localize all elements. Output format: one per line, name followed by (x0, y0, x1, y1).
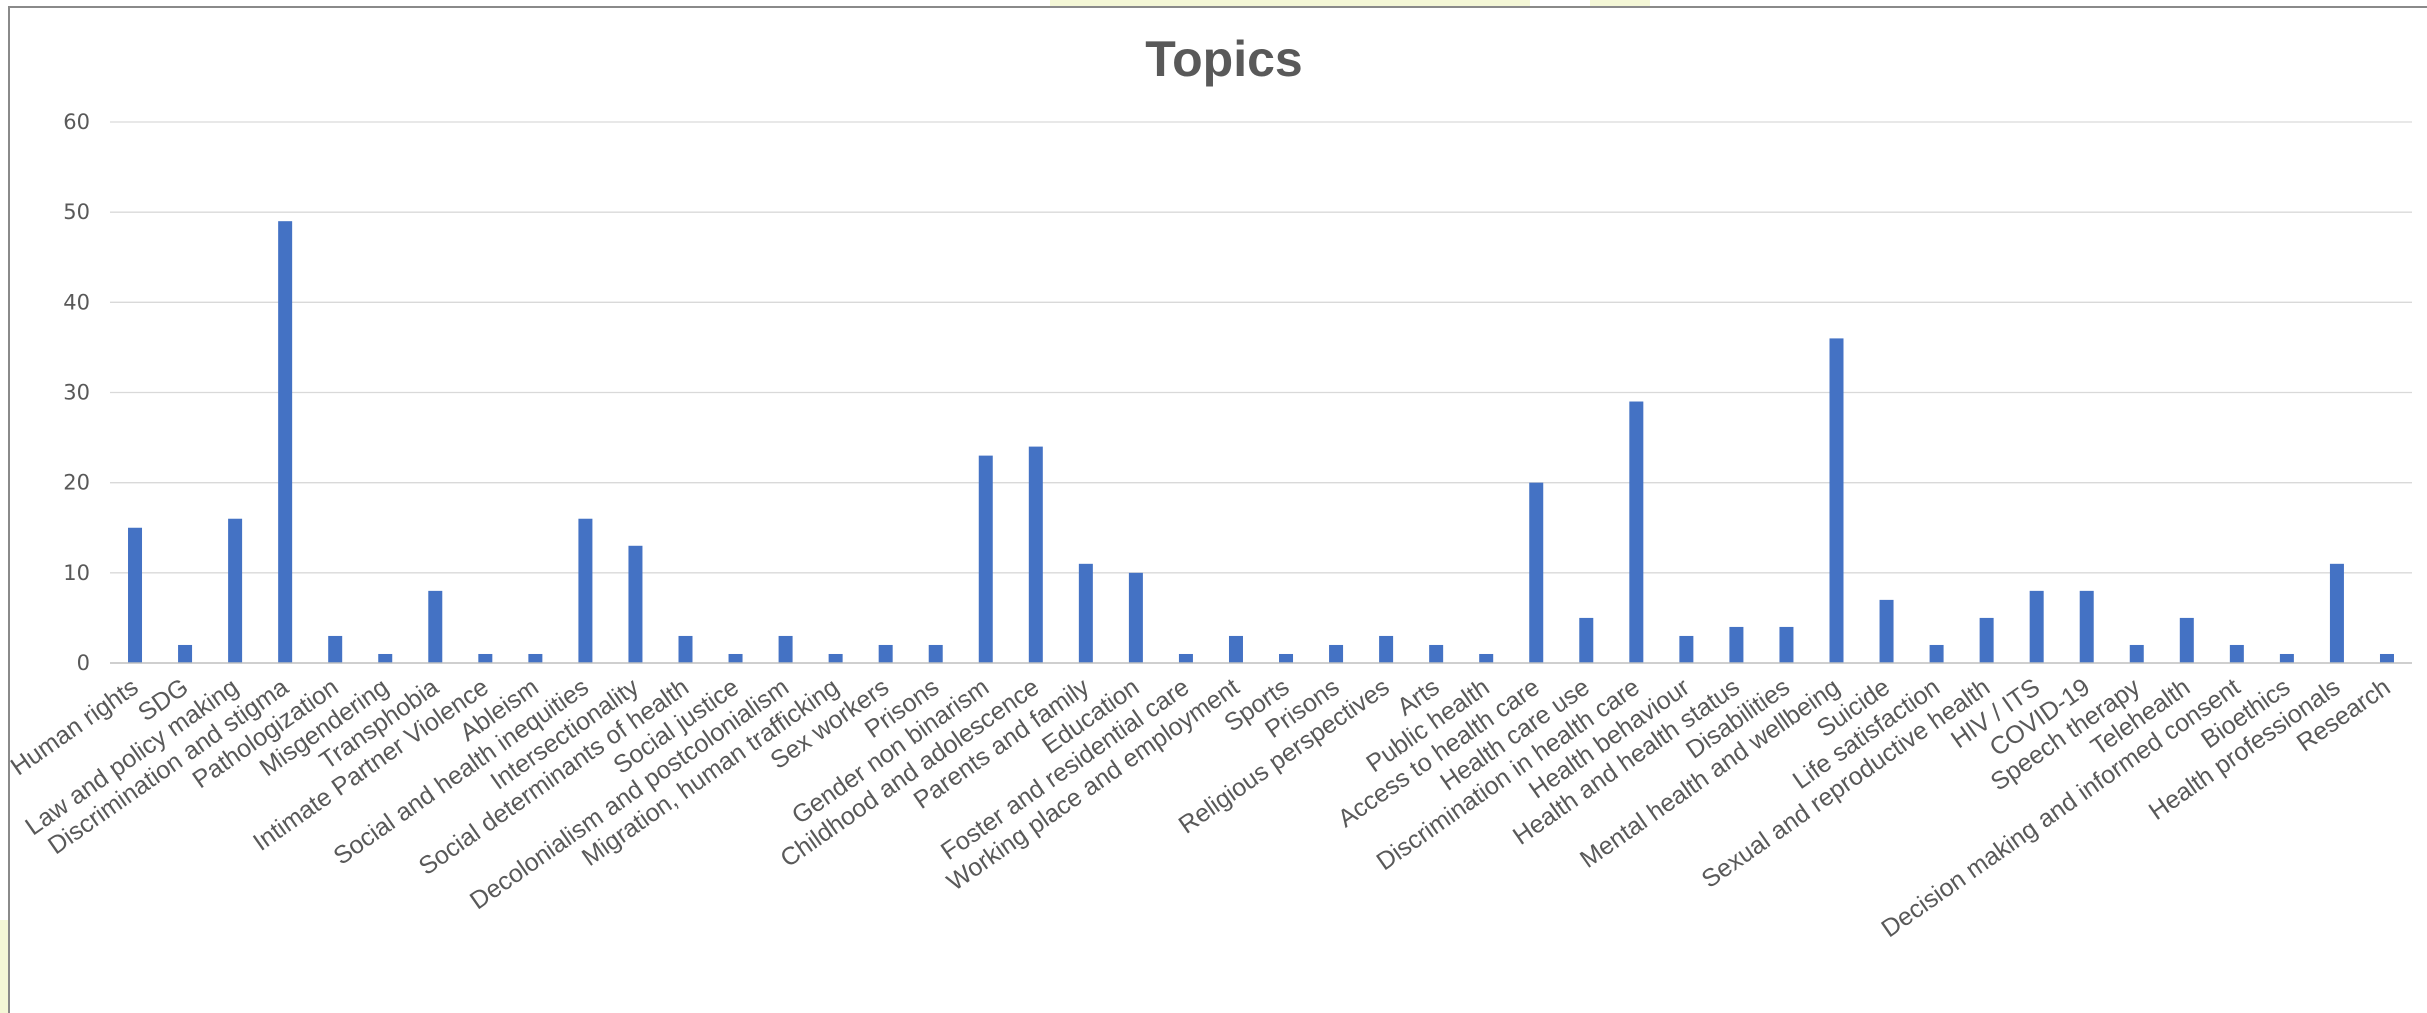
gridlines (110, 121, 2412, 574)
bar (1078, 563, 1093, 663)
bar (1279, 653, 1294, 663)
bar (1729, 626, 1744, 663)
bar (1579, 617, 1594, 663)
y-axis-tick-labels: 0 10 20 30 40 50 60 (63, 110, 90, 675)
bar (1879, 599, 1894, 663)
bar (1779, 626, 1794, 663)
bar (828, 653, 843, 663)
y-tick-label: 20 (63, 471, 90, 495)
bar (1228, 635, 1243, 663)
bar (1128, 572, 1143, 663)
bar (2379, 653, 2394, 663)
bar (428, 590, 443, 663)
bar (278, 221, 293, 663)
bar (1429, 644, 1444, 663)
bar (2229, 644, 2244, 663)
bar (1329, 644, 1344, 663)
bar (2179, 617, 2194, 663)
bar (528, 653, 543, 663)
bar (678, 635, 693, 663)
bar (1679, 635, 1694, 663)
bar (928, 644, 943, 663)
bar (2029, 590, 2044, 663)
bar (1379, 635, 1394, 663)
bar (578, 518, 593, 663)
bar (228, 518, 243, 663)
bar (1629, 401, 1644, 663)
bar (1479, 653, 1494, 663)
bar (328, 635, 343, 663)
bar (2129, 644, 2144, 663)
bars (128, 221, 2394, 663)
bar (1979, 617, 1994, 663)
bar (1529, 482, 1544, 663)
bar (778, 635, 793, 663)
bar (478, 653, 493, 663)
bar (378, 653, 393, 663)
bar (2279, 653, 2294, 663)
bar (1829, 338, 1844, 663)
y-tick-label: 60 (63, 110, 90, 134)
chart-title: Topics (1145, 31, 1302, 87)
bar (2329, 563, 2344, 663)
bar (178, 644, 193, 663)
bar (878, 644, 893, 663)
bar (1028, 446, 1043, 663)
y-tick-label: 30 (63, 381, 90, 405)
bar (1929, 644, 1944, 663)
bar (978, 455, 993, 663)
y-tick-label: 10 (63, 561, 90, 585)
bar (728, 653, 743, 663)
chart-frame (8, 6, 2427, 1013)
bar (128, 527, 143, 663)
y-tick-label: 0 (77, 651, 90, 675)
y-tick-label: 50 (63, 200, 90, 224)
bar (2079, 590, 2094, 663)
y-tick-label: 40 (63, 290, 90, 314)
bar (628, 545, 643, 663)
bar (1178, 653, 1193, 663)
